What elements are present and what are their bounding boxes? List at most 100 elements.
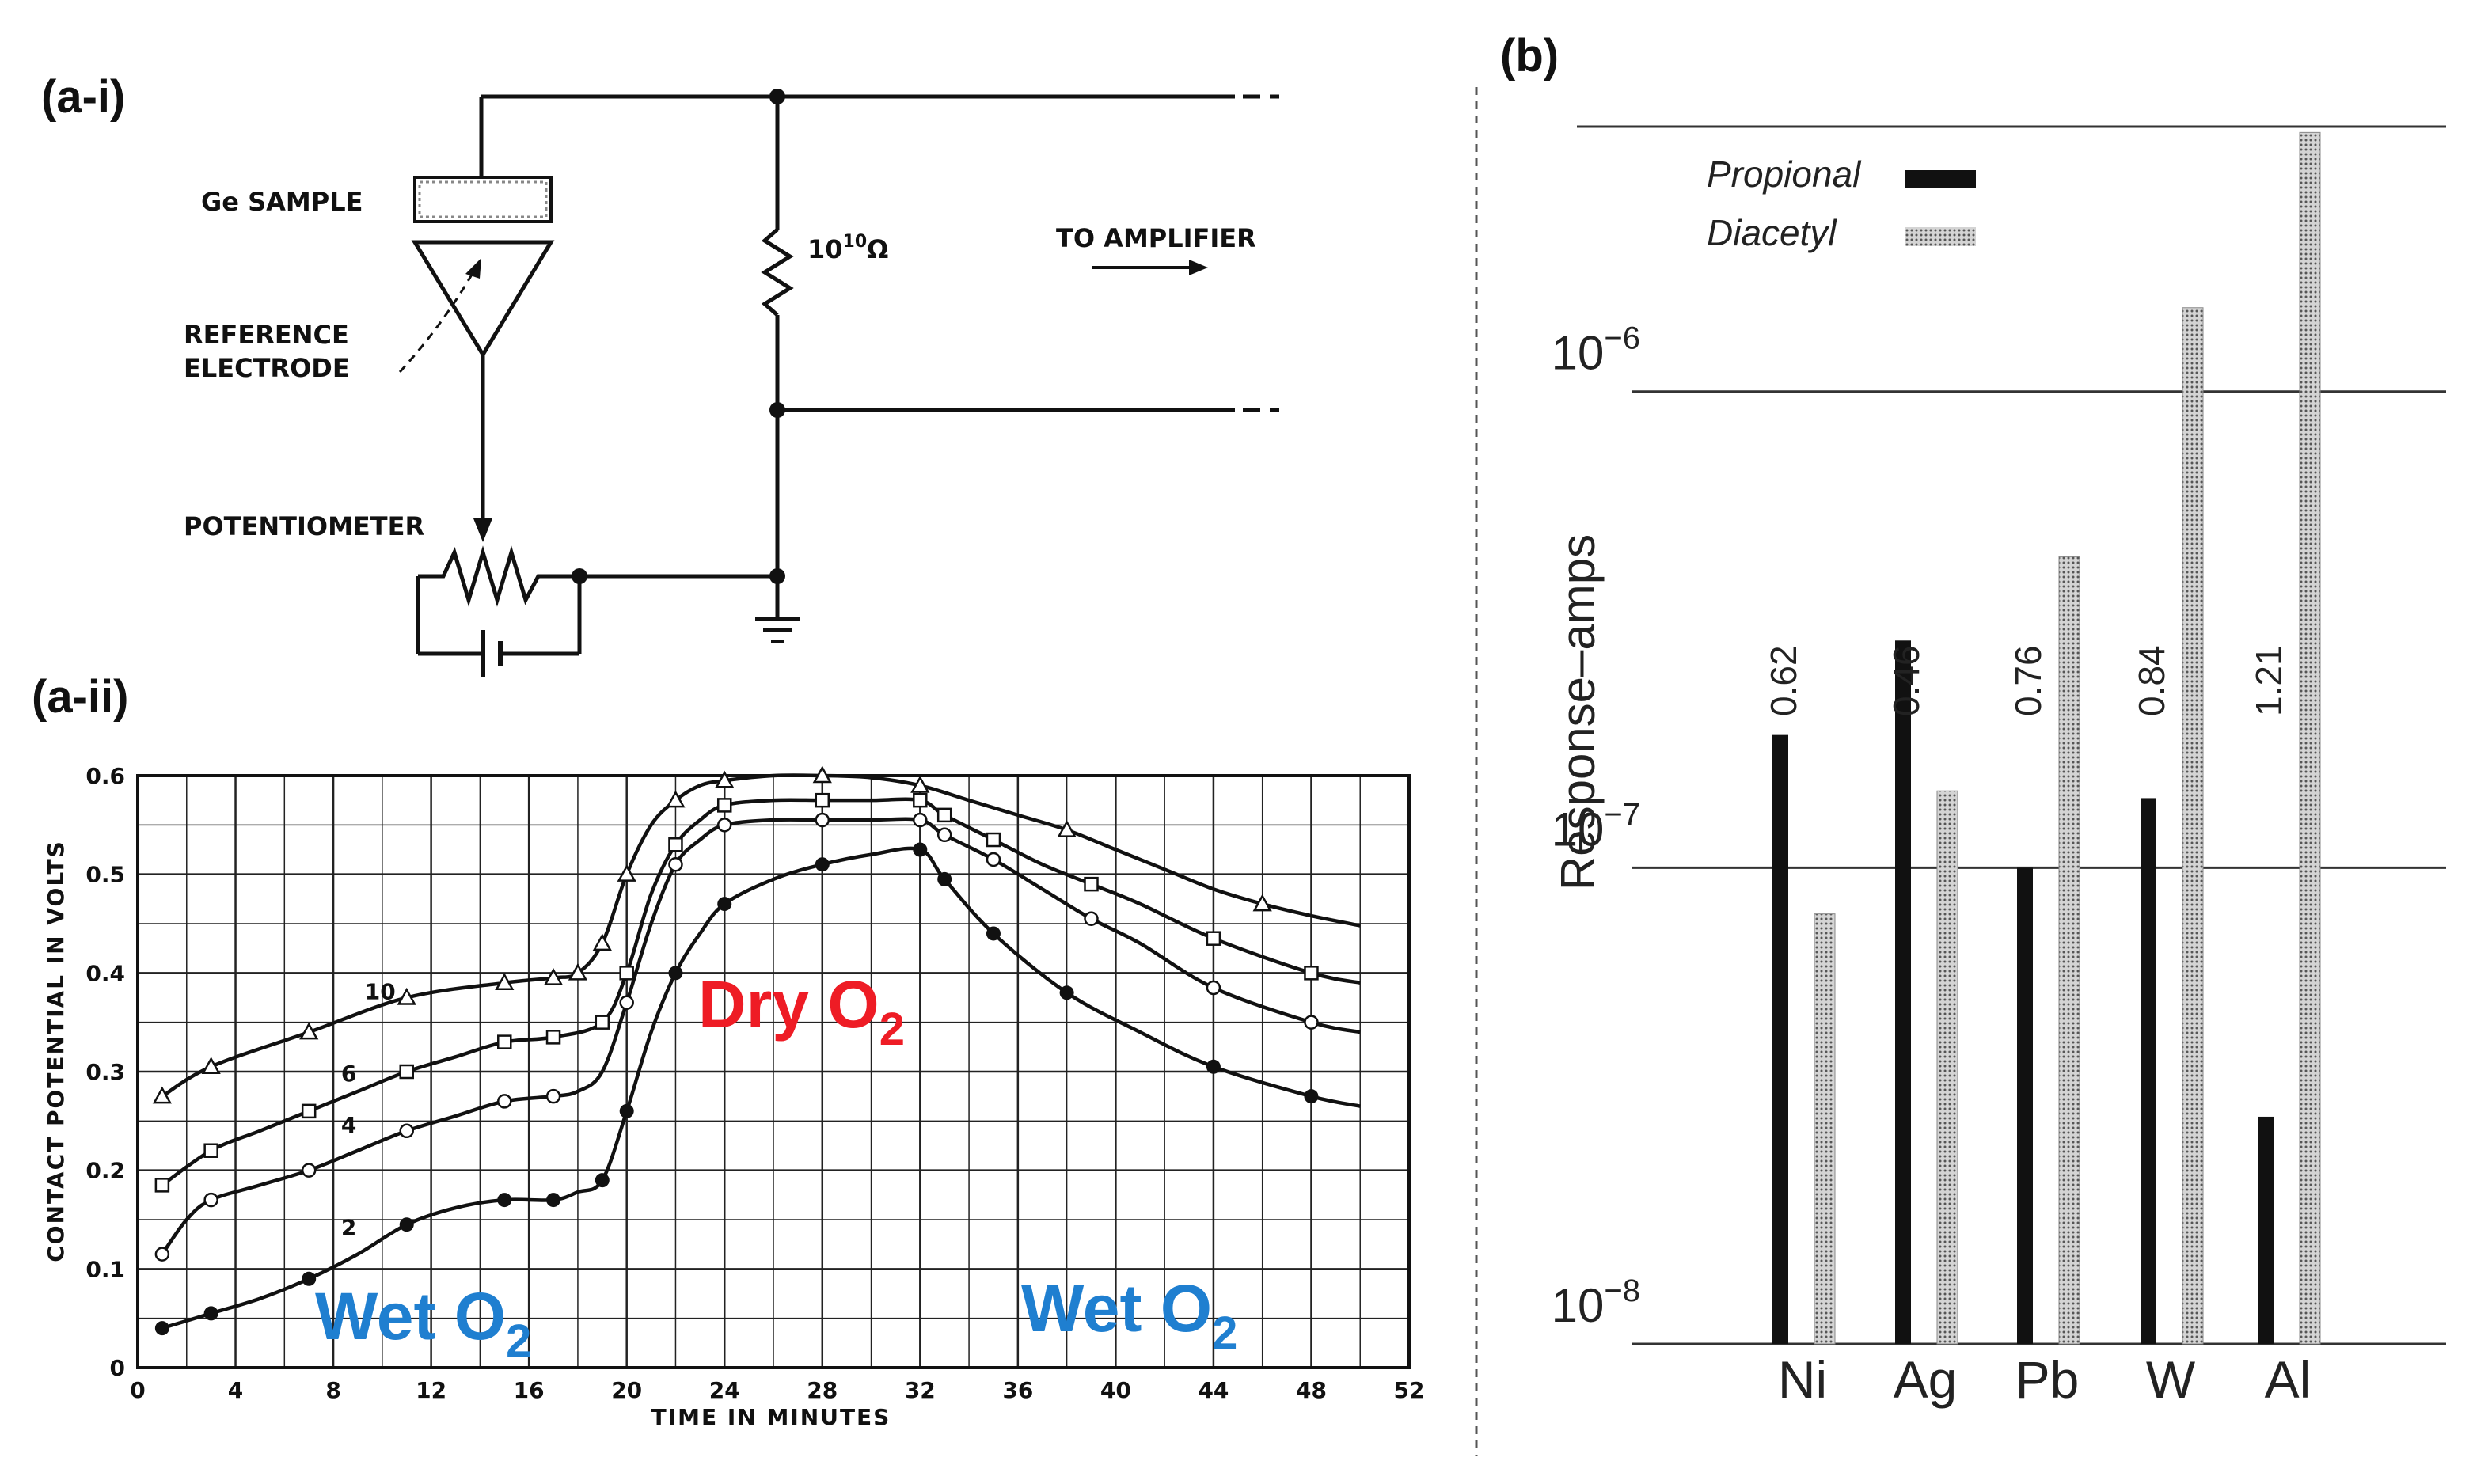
data-point-series-6 — [399, 1064, 414, 1080]
bar-propional-ag — [1895, 640, 1911, 1344]
data-point-series-10 — [910, 775, 930, 793]
chart-a-x-axis-title: TIME IN MINUTES — [651, 1404, 891, 1430]
data-point-series-4 — [986, 852, 1001, 867]
data-point-series-10 — [592, 933, 612, 951]
bar-propional-pb — [2017, 867, 2033, 1344]
data-point-series-4 — [1084, 911, 1099, 927]
data-point-series-10 — [299, 1022, 319, 1040]
data-point-series-2 — [815, 857, 830, 872]
wet-o2-right-subscript: 2 — [1212, 1308, 1237, 1359]
wet-o2-left-subscript: 2 — [506, 1315, 531, 1367]
data-point-series-6 — [595, 1015, 610, 1030]
panel-label-b: (b) — [1500, 30, 1559, 82]
data-point-series-6 — [815, 792, 830, 808]
chart-b-category-label: Ag — [1894, 1350, 1958, 1409]
data-point-series-6 — [668, 837, 683, 852]
data-point-series-2 — [546, 1193, 561, 1208]
data-point-series-4 — [619, 995, 634, 1010]
chart-b-categories: Ni Ag Pb W Al — [1778, 1350, 2312, 1409]
data-point-series-10 — [1057, 819, 1077, 837]
wet-o2-left-text: Wet O — [315, 1279, 506, 1353]
chart-b-y-tick-label: 10−7 — [1552, 797, 1640, 856]
data-point-series-2 — [668, 966, 683, 981]
circuit-schematic — [398, 94, 1279, 677]
dry-o2-subscript: 2 — [879, 1004, 905, 1055]
chart-a-x-tick-label: 44 — [1198, 1377, 1229, 1403]
chart-b-category-label: Ni — [1778, 1350, 1827, 1409]
chart-b-y-tick-exponent: −6 — [1604, 321, 1640, 356]
to-amplifier-label: TO AMPLIFIER — [1056, 223, 1256, 253]
bar-diacetyl-pb — [2058, 556, 2080, 1345]
chart-a-y-tick-label: 0.4 — [85, 960, 125, 986]
bar-propional-al — [2258, 1116, 2274, 1344]
data-point-series-10 — [495, 973, 515, 991]
data-point-series-2 — [302, 1271, 317, 1286]
series-label-2: 2 — [341, 1214, 356, 1240]
chart-b-y-tick-base: 10 — [1552, 1279, 1605, 1332]
data-point-series-2 — [154, 1321, 169, 1336]
chart-a-y-tick-label: 0.3 — [85, 1059, 125, 1085]
chart-a-x-tick-label: 40 — [1100, 1377, 1131, 1403]
chart-b-y-tick-label: 10−6 — [1552, 321, 1640, 380]
reference-electrode-label-line1: REFERENCE — [184, 320, 349, 350]
ge-sample-label: Ge SAMPLE — [201, 187, 363, 217]
reference-electrode-label-line2: ELECTRODE — [184, 353, 350, 383]
chart-b-category-label: Pb — [2015, 1350, 2080, 1409]
series-line-10 — [161, 773, 1361, 1099]
chart-b-y-axis-title: Response–amps — [1552, 534, 1605, 890]
chart-b-y-tick-base: 10 — [1552, 803, 1605, 856]
series-label-4: 4 — [341, 1112, 356, 1138]
data-point-series-10 — [1252, 894, 1272, 912]
chart-a-y-axis-title: CONTACT POTENTIAL IN VOLTS — [43, 840, 69, 1262]
dry-o2-label: Dry O2 — [698, 967, 905, 1055]
resistor-exponent: 10 — [843, 232, 868, 252]
chart-b-category-label: Al — [2265, 1350, 2312, 1409]
chart-a-x-tick-label: 28 — [807, 1377, 838, 1403]
data-point-series-6 — [716, 798, 732, 813]
potentiometer-label: POTENTIOMETER — [184, 511, 424, 541]
chart-a-series: 10 6 4 2 — [152, 765, 1361, 1336]
schematic-junctions — [572, 89, 785, 584]
data-point-series-6 — [1304, 966, 1319, 981]
data-point-series-6 — [986, 832, 1001, 848]
panel-label-a-ii: (a-ii) — [32, 671, 128, 723]
data-point-series-4 — [1206, 980, 1221, 996]
chart-a-y-tick-label: 0.5 — [85, 862, 125, 888]
chart-a-x-tick-label: 36 — [1002, 1377, 1033, 1403]
ratio-label-pb: 0.76 — [2008, 645, 2049, 716]
data-point-series-10 — [152, 1086, 173, 1104]
data-point-series-6 — [1084, 876, 1099, 892]
data-point-series-6 — [545, 1030, 561, 1045]
wet-o2-label-right: Wet O2 — [1021, 1271, 1237, 1359]
chart-b-y-tick-exponent: −7 — [1604, 797, 1640, 832]
data-point-series-2 — [619, 1103, 634, 1118]
data-point-series-6 — [936, 807, 952, 823]
data-point-series-6 — [203, 1143, 218, 1158]
data-point-series-2 — [203, 1306, 218, 1321]
legend-swatch-diacetyl — [1905, 227, 1976, 246]
data-point-series-2 — [595, 1173, 610, 1188]
series-line-2 — [161, 846, 1361, 1330]
data-point-series-4 — [545, 1088, 561, 1104]
data-point-series-6 — [301, 1103, 317, 1119]
bar-propional-ni — [1772, 734, 1788, 1344]
data-point-series-2 — [1206, 1059, 1221, 1074]
data-point-series-4 — [913, 812, 928, 828]
chart-b-bars — [1772, 131, 2321, 1345]
data-point-series-4 — [399, 1123, 414, 1139]
data-point-series-10 — [397, 987, 416, 1005]
chart-a-y-tick-label: 0.2 — [85, 1158, 125, 1184]
resistor-label: 1010Ω — [807, 232, 888, 264]
data-point-series-4 — [497, 1094, 512, 1109]
chart-b-y-tick-label: 10−8 — [1552, 1273, 1640, 1332]
chart-a-x-tick-label: 8 — [325, 1377, 340, 1403]
data-point-series-6 — [154, 1178, 170, 1193]
data-point-series-10 — [666, 790, 686, 808]
chart-a-x-tick-label: 24 — [709, 1377, 740, 1403]
legend-label-diacetyl: Diacetyl — [1707, 212, 1837, 253]
data-point-series-2 — [986, 926, 1001, 941]
data-point-series-4 — [154, 1247, 170, 1262]
chart-b-y-ticks: 10−810−710−6 — [1552, 321, 1640, 1332]
ratio-label-w: 0.84 — [2131, 645, 2172, 716]
